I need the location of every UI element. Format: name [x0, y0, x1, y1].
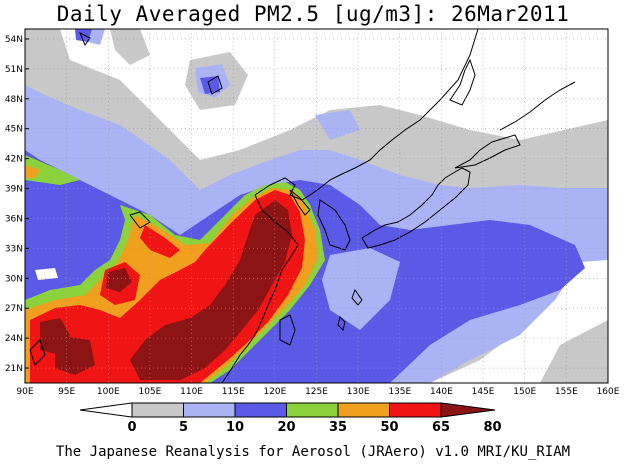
lon-tick-label: 105E [138, 387, 161, 397]
colorbar-label: 80 [483, 420, 501, 435]
lon-tick-label: 115E [222, 387, 245, 397]
lat-tick-label: 36N [5, 214, 23, 224]
lat-tick-label: 51N [5, 65, 23, 75]
lon-tick-label: 150E [513, 387, 536, 397]
latitude-tick-labels: 54N 51N 48N 45N 42N 39N 36N 33N 30N 27N 24N 21N [5, 35, 29, 374]
longitude-tick-labels: 90E 95E 100E 105E 110E 115E 120E 125E 130E 135E 14… [16, 387, 619, 397]
lon-tick-label: 100E [97, 387, 120, 397]
colorbar-label: 65 [432, 420, 450, 435]
contour-35-50 [25, 155, 80, 185]
colorbar-legend [79, 402, 496, 418]
colorbar-swatch [131, 402, 184, 418]
lon-tick-label: 110E [180, 387, 203, 397]
lat-tick-label: 45N [5, 125, 23, 135]
colorbar-label: 20 [277, 420, 295, 435]
lat-tick-label: 21N [5, 364, 23, 374]
lat-tick-label: 42N [5, 155, 23, 165]
contour-50-65 [25, 165, 40, 178]
colorbar-swatch [234, 402, 287, 418]
colorbar-swatch [183, 402, 236, 418]
colorbar-label: 5 [179, 420, 188, 435]
map-title: Daily Averaged PM2.5 [ug/m3]: 26Mar2011 [56, 2, 570, 26]
colorbar-label: 0 [127, 420, 136, 435]
lon-tick-label: 140E [430, 387, 453, 397]
lat-tick-label: 39N [5, 185, 23, 195]
lon-tick-label: 145E [472, 387, 495, 397]
lon-tick-label: 130E [347, 387, 370, 397]
colorbar-label: 50 [380, 420, 398, 435]
colorbar-swatch [337, 402, 390, 418]
colorbar-swatch [286, 402, 339, 418]
colorbar-label: 10 [226, 420, 244, 435]
lon-tick-label: 125E [305, 387, 328, 397]
lat-tick-label: 24N [5, 334, 23, 344]
lat-tick-label: 48N [5, 95, 23, 105]
colorbar-arrow-high [440, 402, 496, 418]
lon-tick-label: 135E [388, 387, 411, 397]
lon-tick-label: 90E [16, 387, 33, 397]
lat-tick-label: 27N [5, 304, 23, 314]
colorbar-label: 35 [329, 420, 347, 435]
colorbar-arrow-low [79, 402, 133, 418]
colorbar-tick-labels: 0 5 10 20 35 50 65 80 [127, 420, 501, 435]
lat-tick-label: 33N [5, 244, 23, 254]
lon-tick-label: 95E [58, 387, 75, 397]
lat-lon-grid [25, 29, 608, 383]
colorbar-swatch [389, 402, 442, 418]
footer-credit: The Japanese Reanalysis for Aerosol (JRA… [55, 444, 571, 460]
map-frame [24, 28, 609, 384]
lat-tick-label: 54N [5, 35, 23, 45]
lon-tick-label: 155E [555, 387, 578, 397]
lon-tick-label: 160E [597, 387, 620, 397]
lat-tick-label: 30N [5, 274, 23, 284]
lon-tick-label: 120E [263, 387, 286, 397]
